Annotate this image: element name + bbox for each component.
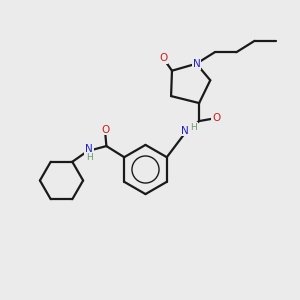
Text: O: O <box>212 113 220 124</box>
Text: N: N <box>193 59 200 69</box>
Text: O: O <box>159 53 167 63</box>
Text: O: O <box>101 124 109 135</box>
Text: N: N <box>85 144 93 154</box>
Text: N: N <box>182 125 189 136</box>
Text: H: H <box>190 123 197 132</box>
Text: H: H <box>86 153 92 162</box>
